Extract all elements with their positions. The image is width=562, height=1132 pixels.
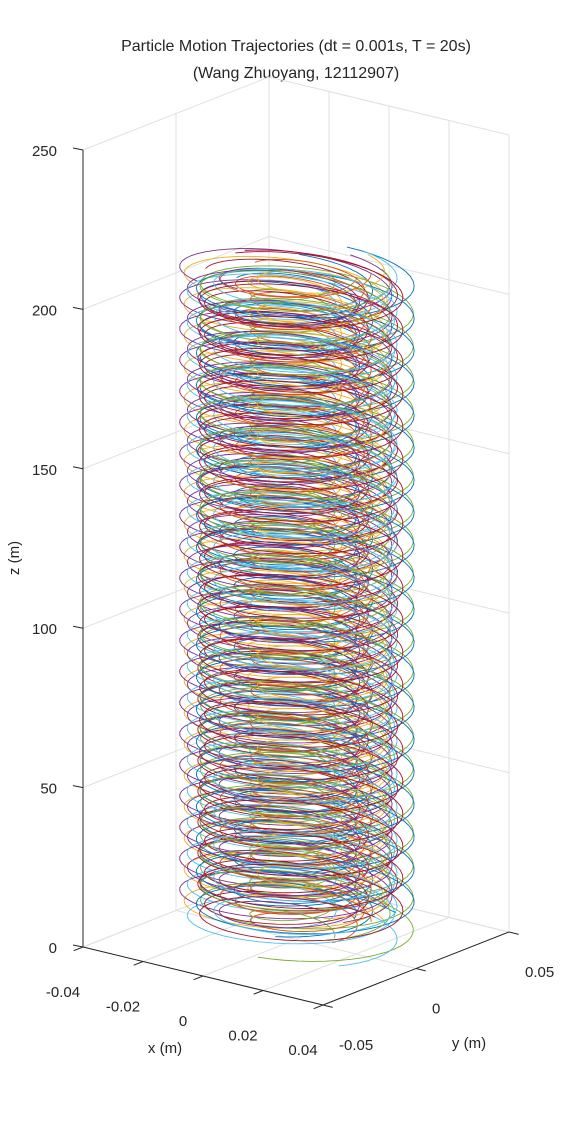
x-tick-label: 0 xyxy=(179,1013,187,1030)
back-wall-grid-line xyxy=(268,76,510,136)
x-tick-mark xyxy=(73,946,84,952)
x-tick-label: 0.04 xyxy=(288,1042,317,1059)
back-wall-grid-line xyxy=(268,235,510,295)
z-tick-mark xyxy=(72,466,84,470)
chart-subtitle: (Wang Zhuoyang, 12112907) xyxy=(193,65,399,82)
x-axis-label: x (m) xyxy=(148,1040,182,1057)
trajectory-layer xyxy=(179,246,415,967)
trajectory-2 xyxy=(234,275,358,944)
x-tick-label: -0.04 xyxy=(46,984,80,1001)
trajectory-20 xyxy=(213,250,398,967)
x-tick-label: -0.02 xyxy=(106,999,140,1016)
x-tick-mark xyxy=(313,1004,324,1010)
y-tick-mark xyxy=(508,931,519,935)
y-tick-mark xyxy=(322,1004,333,1008)
side-wall-grid-line xyxy=(82,554,270,629)
z-tick-label: 150 xyxy=(32,462,57,479)
y-tick-label: 0 xyxy=(432,1001,440,1018)
z-tick-mark xyxy=(72,625,84,629)
y-axis-label: y (m) xyxy=(452,1035,486,1052)
side-wall-grid-line xyxy=(82,76,270,151)
z-tick-mark xyxy=(72,147,84,151)
z-tick-mark xyxy=(72,306,84,310)
x-tick-mark xyxy=(253,990,264,995)
z-tick-mark xyxy=(72,785,84,789)
axis-layer: -0.04 -0.02 0 0.02 0.04 -0.05 0 0.05 0 50 100 150 20… xyxy=(32,143,554,1059)
trajectory-11 xyxy=(186,254,393,924)
side-wall-grid-line xyxy=(82,714,270,789)
y-tick-label: 0.05 xyxy=(525,964,554,981)
z-tick-label: 250 xyxy=(32,143,57,160)
z-tick-label: 0 xyxy=(49,940,57,957)
trajectory-21 xyxy=(199,251,404,942)
trajectory-19 xyxy=(199,268,391,942)
z-tick-label: 200 xyxy=(32,302,57,319)
z-tick-label: 50 xyxy=(40,781,57,798)
chart-title: Particle Motion Trajectories (dt = 0.001… xyxy=(121,38,471,55)
x-tick-mark xyxy=(133,961,144,966)
z-axis-label: z (m) xyxy=(6,541,23,575)
y-tick-label: -0.05 xyxy=(339,1037,373,1054)
trajectory-8 xyxy=(233,272,357,920)
x-tick-mark xyxy=(193,975,204,981)
trajectory-6 xyxy=(249,279,337,929)
z-tick-label: 100 xyxy=(32,621,57,638)
y-tick-mark xyxy=(415,968,426,972)
z-tick-mark xyxy=(72,944,84,948)
x-tick-label: 0.02 xyxy=(228,1028,257,1045)
